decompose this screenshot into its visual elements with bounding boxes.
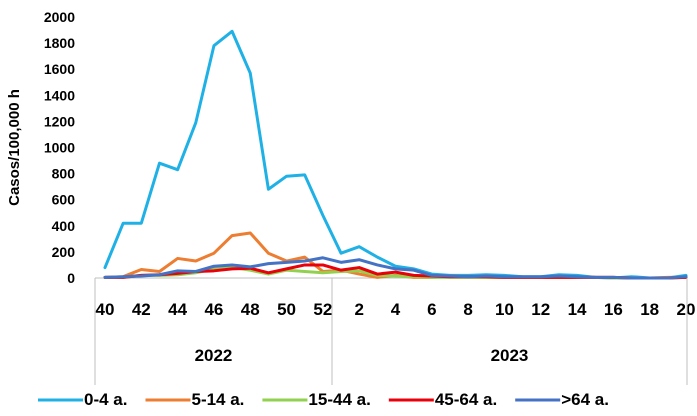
legend-label: 0-4 a. — [84, 390, 127, 409]
legend-label: 15-44 a. — [308, 390, 370, 409]
legend-item: 45-64 a. — [388, 390, 497, 409]
x-tick-label: 14 — [568, 300, 587, 319]
legend-label: 45-64 a. — [435, 390, 497, 409]
x-tick-label: 4 — [391, 300, 401, 319]
x-tick-label: 16 — [604, 300, 623, 319]
year-group-label: 2022 — [195, 346, 233, 365]
year-group-label: 2023 — [491, 346, 529, 365]
y-tick-labels: 0 200 400 600 800 1000 1200 1400 1600 1800 2000 — [44, 9, 75, 286]
x-tick-label: 50 — [277, 300, 296, 319]
x-tick-label: 46 — [204, 300, 223, 319]
x-tick-label: 44 — [168, 300, 187, 319]
x-tick-label: 8 — [463, 300, 472, 319]
x-tick-label: 42 — [132, 300, 151, 319]
series-line — [103, 29, 688, 280]
y-tick-label: 1800 — [44, 35, 75, 51]
series-lines — [103, 29, 688, 280]
y-tick-label: 600 — [52, 192, 76, 208]
y-tick-label: 1000 — [44, 140, 75, 156]
x-tick-label: 6 — [427, 300, 436, 319]
year-groups: 2022 2023 — [94, 278, 688, 385]
legend-item: 15-44 a. — [262, 390, 371, 409]
y-tick-label: 800 — [52, 166, 76, 182]
series-line — [103, 256, 688, 280]
legend-label: >64 a. — [561, 390, 609, 409]
x-tick-label: 40 — [96, 300, 115, 319]
x-tick-label: 2 — [354, 300, 363, 319]
x-tick-label: 10 — [495, 300, 514, 319]
y-tick-label: 1200 — [44, 113, 75, 129]
y-axis-title-group: Casos/100,000 h — [6, 89, 23, 206]
y-tick-label: 1400 — [44, 87, 75, 103]
x-tick-label: 20 — [677, 300, 696, 319]
y-tick-label: 400 — [52, 218, 76, 234]
legend-item: >64 a. — [515, 390, 609, 409]
x-tick-label: 12 — [531, 300, 550, 319]
legend-label: 5-14 a. — [191, 390, 244, 409]
y-tick-label: 0 — [67, 270, 75, 286]
y-tick-label: 2000 — [44, 9, 75, 25]
x-tick-label: 48 — [241, 300, 260, 319]
legend: 0-4 a. 5-14 a. 15-44 a. 45-64 a. >64 a. — [38, 390, 609, 409]
y-axis-title: Casos/100,000 h — [6, 89, 23, 206]
legend-item: 0-4 a. — [38, 390, 127, 409]
y-tick-label: 200 — [52, 244, 76, 260]
x-tick-label: 52 — [313, 300, 332, 319]
x-tick-labels: 40 42 44 46 48 50 52 2 4 6 8 10 12 14 16 18 20 — [96, 300, 696, 319]
y-tick-label: 1600 — [44, 61, 75, 77]
legend-item: 5-14 a. — [145, 390, 244, 409]
x-tick-label: 18 — [640, 300, 659, 319]
